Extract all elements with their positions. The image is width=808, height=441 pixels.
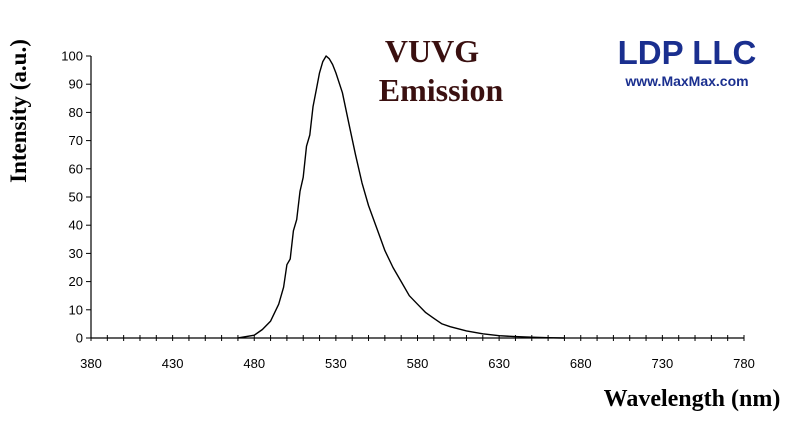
- chart-title-line-2: Emission: [379, 72, 504, 108]
- y-tick-label: 70: [69, 133, 83, 148]
- x-tick-label: 680: [570, 356, 592, 371]
- company-website: www.MaxMax.com: [624, 73, 748, 89]
- x-tick-label: 780: [733, 356, 755, 371]
- y-tick-label: 80: [69, 105, 83, 120]
- y-tick-label: 40: [69, 218, 83, 233]
- chart-title-line-1: VUVG: [385, 33, 479, 69]
- y-tick-label: 50: [69, 190, 83, 205]
- y-tick-label: 30: [69, 246, 83, 261]
- y-tick-label: 10: [69, 302, 83, 317]
- x-axis-ticks: 380 430 480 530 580 630 680 730 780: [80, 335, 755, 371]
- company-logo-text: LDP LLC: [618, 34, 757, 71]
- y-tick-label: 0: [76, 331, 83, 346]
- x-axis-label: Wavelength (nm): [604, 386, 781, 412]
- y-tick-label: 100: [61, 49, 83, 64]
- y-axis-ticks: 0 10 20 30 40 50 60 70 80 90 100: [61, 49, 91, 346]
- x-tick-label: 380: [80, 356, 102, 371]
- y-tick-label: 60: [69, 161, 83, 176]
- x-tick-label: 730: [652, 356, 674, 371]
- x-tick-label: 530: [325, 356, 347, 371]
- x-tick-label: 630: [488, 356, 510, 371]
- emission-series-line: [237, 55, 565, 339]
- x-tick-label: 580: [407, 356, 429, 371]
- x-tick-label: 480: [243, 356, 265, 371]
- y-axis-label: Intensity (a.u.): [6, 39, 31, 183]
- x-tick-label: 430: [162, 356, 184, 371]
- y-tick-label: 20: [69, 274, 83, 289]
- series-layer: [237, 55, 565, 339]
- y-tick-label: 90: [69, 77, 83, 92]
